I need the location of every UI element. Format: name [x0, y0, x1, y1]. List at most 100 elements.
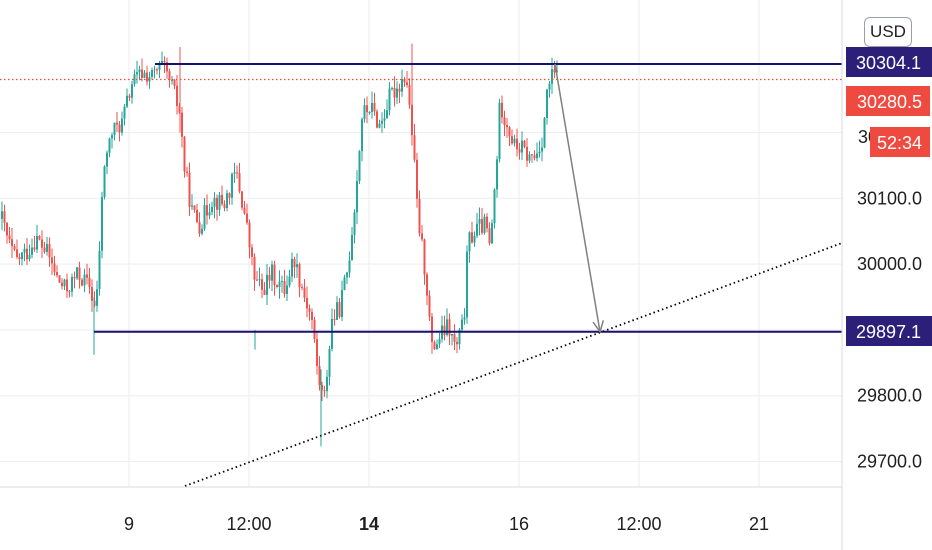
candle	[171, 76, 173, 85]
candle	[503, 110, 506, 137]
candle	[1, 201, 3, 231]
level-tag-upper-label: 30304.1	[856, 53, 921, 73]
candle	[323, 385, 326, 397]
candle	[131, 80, 133, 104]
candle	[463, 308, 466, 325]
level-tag-lower-label: 29897.1	[856, 322, 921, 342]
candle	[333, 309, 336, 326]
candle	[133, 69, 136, 87]
candle	[233, 162, 236, 183]
candle	[58, 275, 61, 284]
candle	[348, 251, 351, 278]
candle	[143, 70, 146, 79]
candle	[21, 252, 23, 266]
candle	[493, 188, 496, 229]
time-tick-label: 12:00	[616, 514, 661, 534]
candle	[106, 150, 108, 175]
candle	[231, 172, 233, 205]
candle	[41, 230, 43, 258]
candle	[351, 227, 353, 261]
candle	[156, 67, 158, 75]
candle	[533, 150, 536, 161]
candle	[461, 314, 463, 333]
candle	[81, 277, 83, 287]
candle	[528, 151, 531, 164]
candle	[43, 241, 46, 254]
candle	[543, 117, 546, 149]
last-price-label: 30280.5	[857, 92, 922, 112]
candle	[548, 81, 551, 98]
candle	[481, 207, 483, 235]
candle	[468, 231, 471, 263]
time-axis[interactable]: 9 12:00 14 16 12:00 21	[124, 514, 769, 534]
candle	[373, 92, 376, 116]
candle	[401, 69, 403, 97]
price-axis[interactable]: 30100.0 30000.0 29800.0 29700.0	[857, 188, 922, 471]
candle	[98, 241, 101, 296]
candle	[346, 271, 348, 285]
candle	[186, 166, 188, 177]
price-tick-label: 29800.0	[857, 386, 922, 406]
candle	[508, 125, 511, 147]
candle	[368, 111, 371, 115]
trendline[interactable]	[184, 242, 843, 487]
candle	[128, 93, 131, 102]
candle	[56, 265, 58, 278]
candle	[246, 203, 248, 225]
candle	[266, 264, 268, 306]
candle	[221, 185, 223, 207]
countdown-tag: 30 52:34	[858, 127, 930, 157]
candle	[491, 219, 493, 245]
candle	[203, 197, 206, 231]
candle	[148, 71, 151, 89]
candle	[61, 278, 63, 290]
candle	[176, 75, 178, 115]
time-tick-label: 12:00	[226, 514, 271, 534]
candle	[168, 68, 171, 88]
drawing-layer[interactable]	[0, 63, 843, 487]
candle	[13, 244, 16, 251]
candle	[68, 289, 71, 298]
candle	[326, 369, 328, 399]
candle	[488, 222, 491, 246]
candle	[478, 207, 481, 236]
price-tick-label: 29700.0	[857, 451, 922, 471]
candle	[518, 142, 521, 160]
candle	[28, 244, 31, 262]
candle	[418, 190, 421, 237]
candle	[283, 269, 286, 298]
arrow-annotation[interactable]	[554, 63, 605, 334]
candle	[36, 224, 38, 254]
candle	[498, 98, 501, 163]
candle	[408, 78, 411, 109]
candle	[16, 239, 18, 259]
candle	[31, 238, 33, 259]
time-tick-label: 9	[124, 514, 134, 534]
time-tick-label: 16	[509, 514, 529, 534]
candle	[371, 91, 373, 119]
candle	[48, 237, 51, 267]
candle	[338, 297, 341, 319]
countdown-label: 52:34	[877, 133, 922, 153]
candle	[428, 290, 431, 321]
candle	[71, 273, 73, 297]
candle	[141, 58, 143, 82]
level-tag-upper: 30304.1	[846, 47, 932, 77]
candle	[3, 204, 6, 232]
candle	[453, 324, 456, 350]
candle	[466, 245, 468, 324]
candle	[273, 260, 276, 296]
candle	[263, 281, 266, 295]
candle	[381, 112, 383, 133]
candle	[23, 243, 26, 262]
candle	[218, 191, 221, 216]
candle	[291, 252, 293, 283]
candle	[358, 150, 361, 184]
candle	[343, 274, 346, 291]
candle	[423, 238, 426, 285]
candle	[76, 266, 78, 281]
currency-button[interactable]: USD	[864, 17, 912, 47]
candle	[208, 203, 211, 220]
candle	[541, 137, 543, 162]
